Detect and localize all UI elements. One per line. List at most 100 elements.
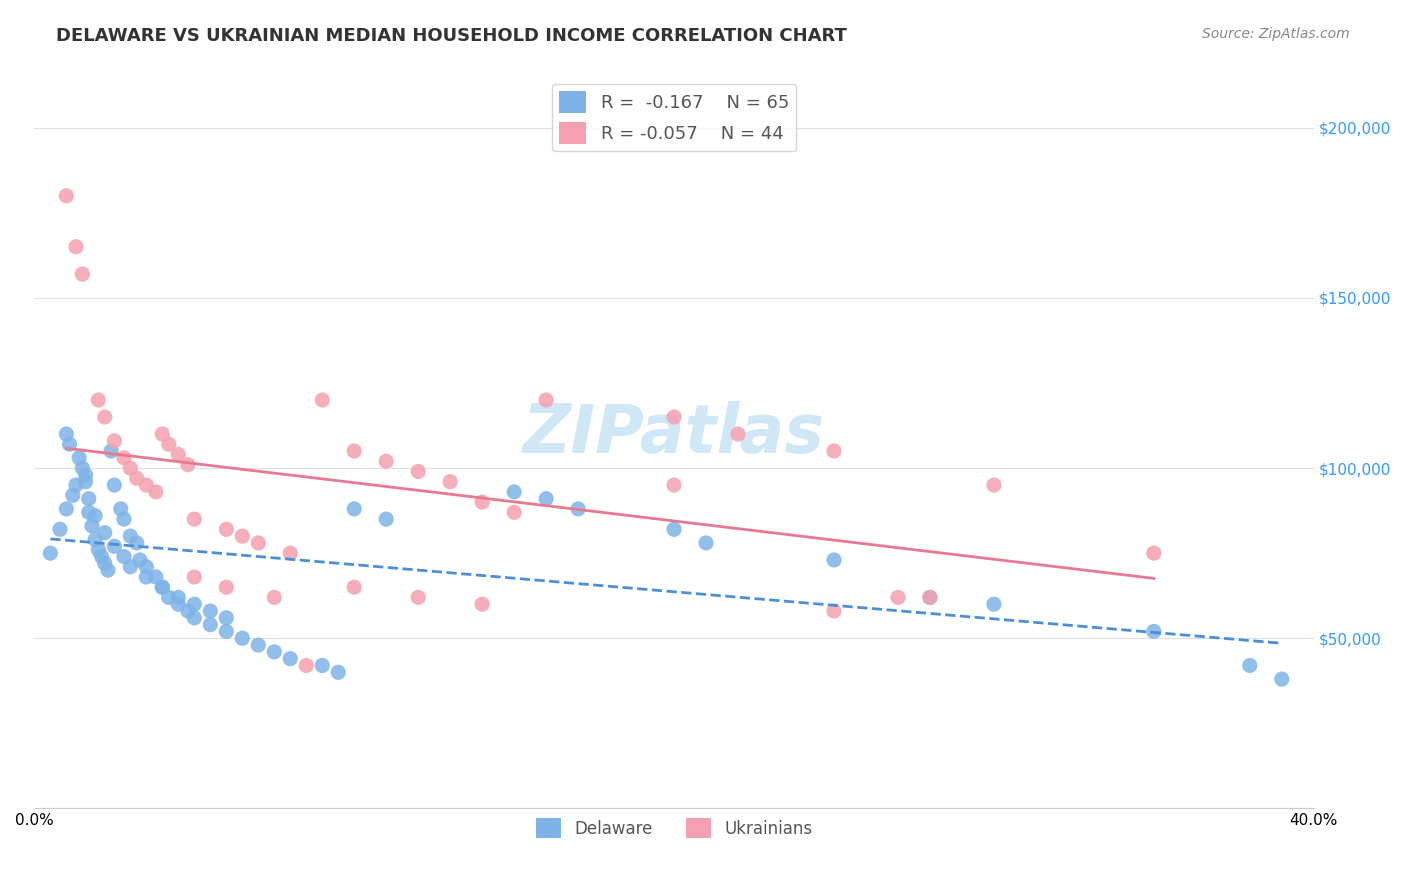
Point <box>120 559 142 574</box>
Point <box>215 580 238 594</box>
Point <box>112 549 135 564</box>
Point <box>75 467 97 482</box>
Point <box>90 549 112 564</box>
Point <box>278 651 301 665</box>
Point <box>263 645 285 659</box>
Text: Source: ZipAtlas.com: Source: ZipAtlas.com <box>1202 27 1350 41</box>
Point <box>84 533 107 547</box>
Point <box>135 570 157 584</box>
Point <box>87 392 110 407</box>
Point <box>1143 624 1166 639</box>
Text: DELAWARE VS UKRAINIAN MEDIAN HOUSEHOLD INCOME CORRELATION CHART: DELAWARE VS UKRAINIAN MEDIAN HOUSEHOLD I… <box>56 27 846 45</box>
Point <box>406 591 429 605</box>
Point <box>103 478 125 492</box>
Point <box>311 658 333 673</box>
Point <box>93 557 115 571</box>
Point <box>727 427 749 442</box>
Point <box>983 478 1005 492</box>
Point <box>129 553 152 567</box>
Point <box>662 522 685 536</box>
Point <box>247 536 270 550</box>
Point <box>125 471 148 485</box>
Legend: Delaware, Ukrainians: Delaware, Ukrainians <box>529 812 818 845</box>
Point <box>72 267 94 281</box>
Point <box>55 427 77 442</box>
Point <box>567 502 589 516</box>
Point <box>110 502 132 516</box>
Point <box>534 491 557 506</box>
Point <box>177 458 200 472</box>
Point <box>87 542 110 557</box>
Point <box>887 591 910 605</box>
Point <box>343 580 366 594</box>
Point <box>72 461 94 475</box>
Point <box>150 580 173 594</box>
Point <box>918 591 941 605</box>
Point <box>343 444 366 458</box>
Point <box>39 546 62 560</box>
Point <box>1239 658 1261 673</box>
Point <box>103 434 125 448</box>
Point <box>1143 546 1166 560</box>
Point <box>112 450 135 465</box>
Point <box>120 529 142 543</box>
Point <box>65 478 87 492</box>
Point <box>471 495 494 509</box>
Point <box>167 597 190 611</box>
Point <box>295 658 318 673</box>
Point <box>215 611 238 625</box>
Point <box>145 570 167 584</box>
Point <box>93 525 115 540</box>
Point <box>135 478 157 492</box>
Point <box>695 536 717 550</box>
Point <box>662 478 685 492</box>
Point <box>150 427 173 442</box>
Point <box>328 665 350 680</box>
Point <box>343 502 366 516</box>
Point <box>406 465 429 479</box>
Point <box>375 512 398 526</box>
Point <box>503 505 526 519</box>
Point <box>662 409 685 424</box>
Point <box>183 512 205 526</box>
Point <box>145 484 167 499</box>
Point <box>918 591 941 605</box>
Point <box>263 591 285 605</box>
Point <box>200 617 222 632</box>
Point <box>823 604 845 618</box>
Point <box>93 409 115 424</box>
Point <box>823 444 845 458</box>
Point <box>55 502 77 516</box>
Point <box>65 240 87 254</box>
Point <box>247 638 270 652</box>
Point <box>375 454 398 468</box>
Point <box>77 491 100 506</box>
Point <box>215 522 238 536</box>
Point <box>58 437 80 451</box>
Point <box>983 597 1005 611</box>
Point <box>97 563 120 577</box>
Point <box>77 505 100 519</box>
Point <box>125 536 148 550</box>
Point <box>167 591 190 605</box>
Point <box>534 392 557 407</box>
Point <box>1271 672 1294 686</box>
Point <box>84 508 107 523</box>
Point <box>150 580 173 594</box>
Point <box>75 475 97 489</box>
Point <box>200 604 222 618</box>
Point <box>135 559 157 574</box>
Point <box>62 488 84 502</box>
Point <box>503 484 526 499</box>
Point <box>120 461 142 475</box>
Point <box>439 475 461 489</box>
Point <box>67 450 90 465</box>
Point <box>183 597 205 611</box>
Point <box>55 188 77 202</box>
Point <box>278 546 301 560</box>
Point <box>167 447 190 461</box>
Point <box>157 437 180 451</box>
Point <box>231 632 253 646</box>
Point <box>183 570 205 584</box>
Point <box>231 529 253 543</box>
